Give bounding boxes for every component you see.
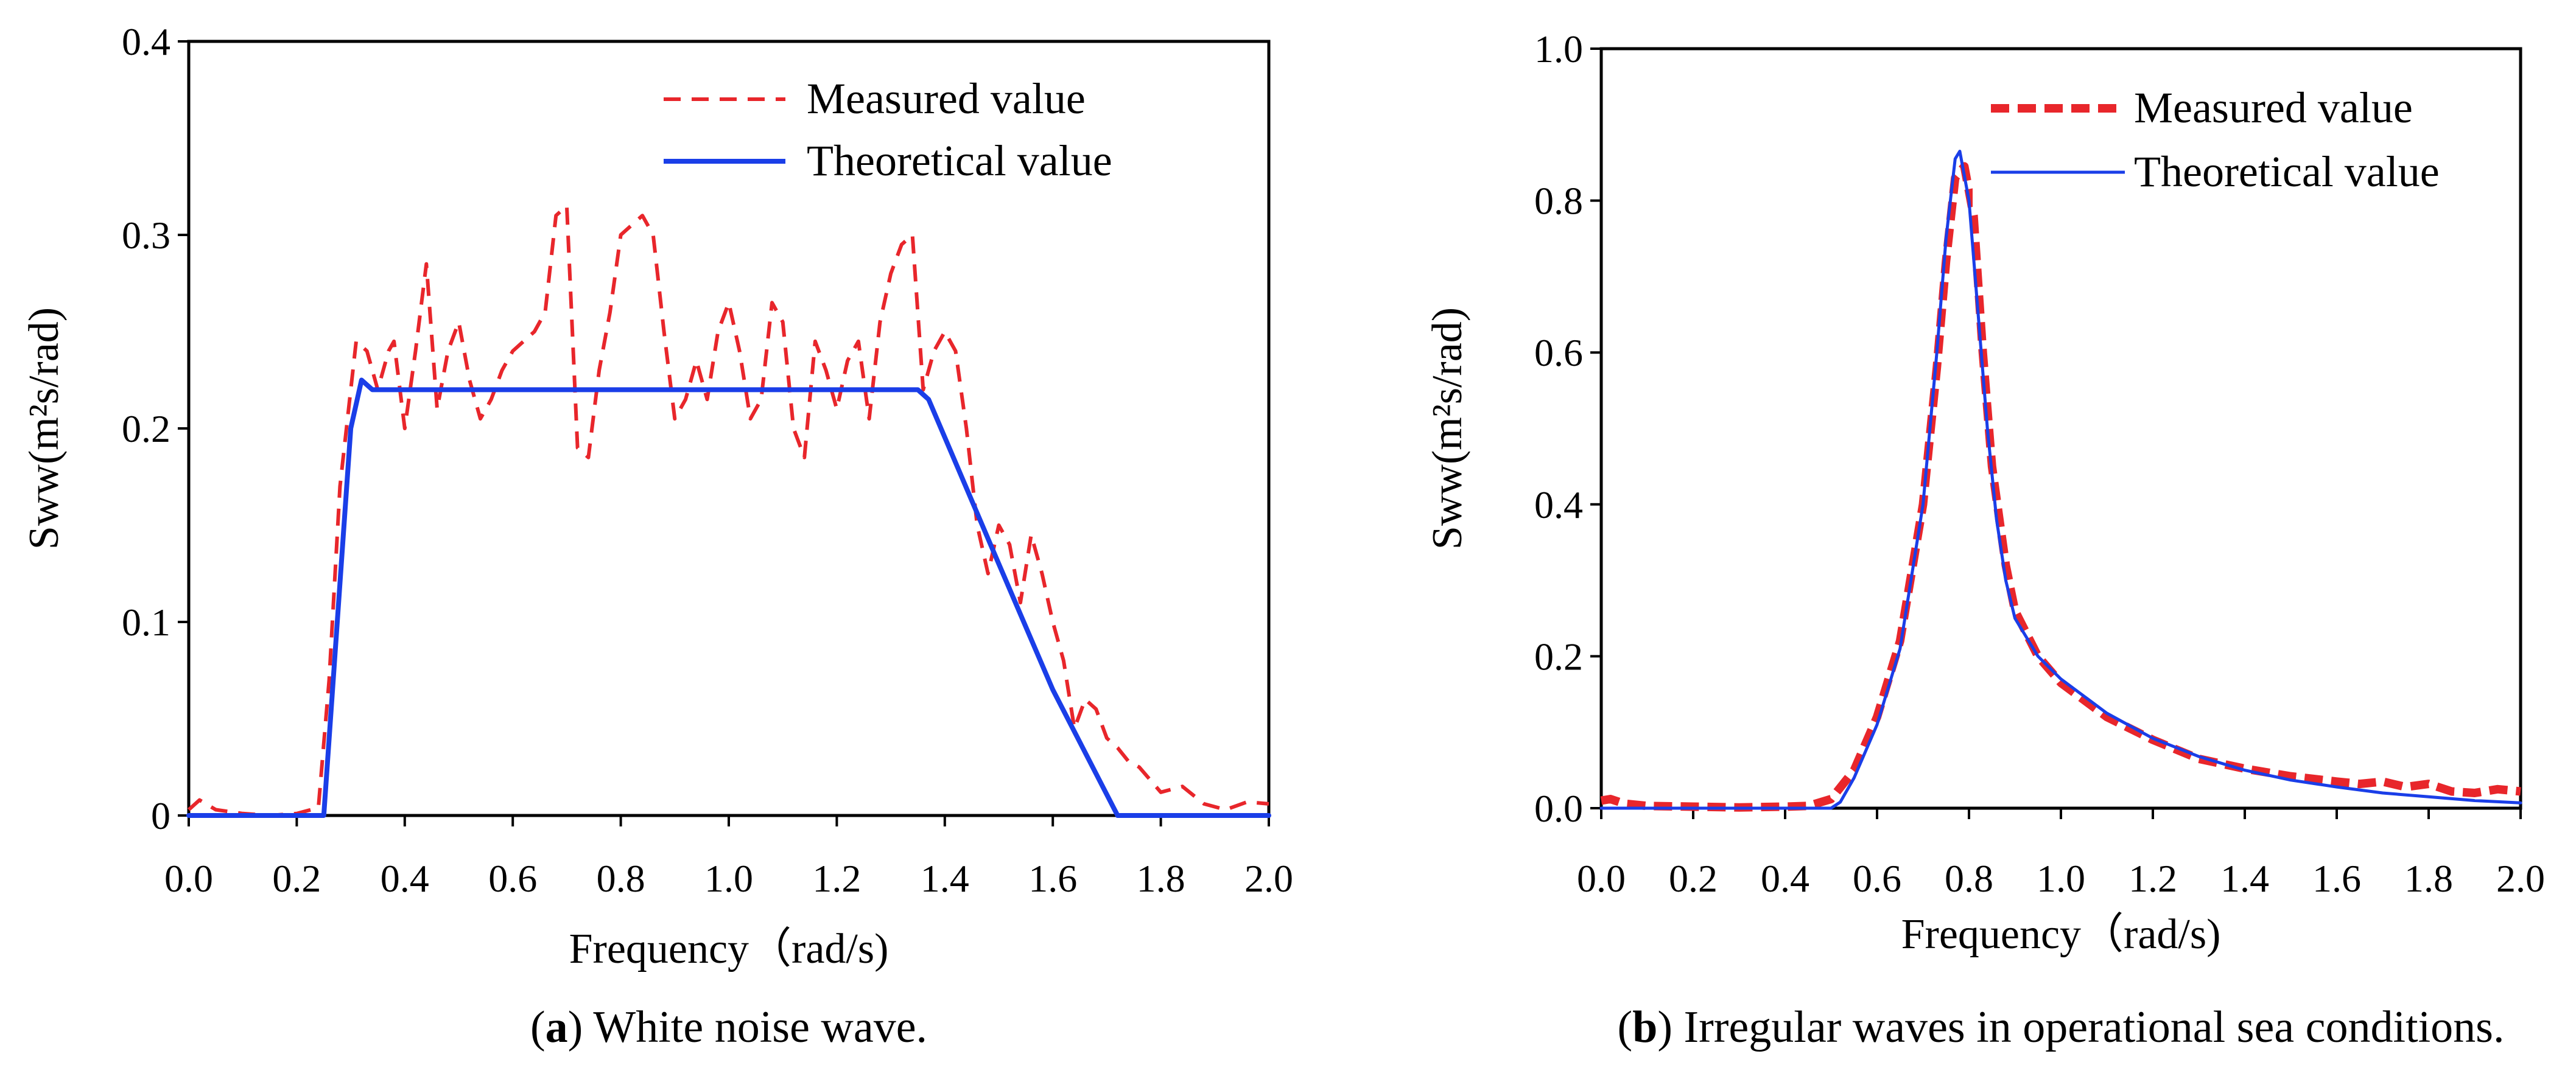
panel-a-x-tick-label: 0.4 <box>381 857 429 900</box>
panel-b-legend: Measured value Theoretical value <box>1973 79 2515 207</box>
panel-a-x-tick-label: 1.4 <box>921 857 969 900</box>
panel-a-x-tick-label: 1.8 <box>1137 857 1185 900</box>
panel-a-x-tick-label: 1.0 <box>704 857 753 900</box>
panel-a-x-tick-label: 0.6 <box>488 857 537 900</box>
panel-a-white-noise: 0 0.1 0.2 0.3 0.4 0.0 0.2 0.4 0.6 0.8 1.0 1.2 1.4 1.… <box>21 20 1293 1052</box>
panel-b-y-tick-label: 1.0 <box>1534 27 1583 71</box>
panel-b-x-ticks: 0.0 0.2 0.4 0.6 0.8 1.0 1.2 1.4 1.6 1.8 2.0 <box>1577 808 2545 900</box>
panel-b-y-ticks: 0.0 0.2 0.4 0.6 0.8 1.0 <box>1534 27 1601 830</box>
panel-b-y-axis-title: Sww(m²s/rad) <box>1424 307 1471 550</box>
panel-a-x-tick-label: 0.0 <box>164 857 213 900</box>
panel-a-x-tick-label: 0.8 <box>597 857 645 900</box>
panel-b-y-tick-label: 0.6 <box>1534 331 1583 374</box>
panel-a-legend-box <box>639 72 1212 194</box>
panel-a-caption-letter: a <box>546 1002 568 1052</box>
panel-a-series-measured-value <box>187 204 1269 817</box>
panel-b-x-tick-label: 0.2 <box>1669 857 1718 900</box>
panel-b-x-tick-label: 0.4 <box>1761 857 1809 900</box>
panel-a-series <box>186 204 1271 818</box>
panel-b-y-tick-label: 0.4 <box>1534 483 1583 526</box>
panel-a-y-axis-title: Sww(m²s/rad) <box>21 307 68 550</box>
panel-a-y-tick-label: 0.3 <box>122 214 170 257</box>
panel-b-x-tick-label: 1.6 <box>2312 857 2361 900</box>
panel-b-y-tick-label: 0.0 <box>1534 787 1583 830</box>
panel-a-series-theoretical-value <box>186 377 1271 818</box>
panel-b-y-tick-label: 0.2 <box>1534 635 1583 678</box>
panel-b-caption-letter: b <box>1632 1002 1657 1052</box>
panel-b-x-tick-label: 0.0 <box>1577 857 1626 900</box>
panel-b-caption-open: ( <box>1618 1002 1633 1052</box>
panel-a-y-tick-label: 0.1 <box>122 601 170 644</box>
panel-a-legend-theoretical-label: Theoretical value <box>807 136 1112 185</box>
panel-a-x-tick-label: 0.2 <box>272 857 321 900</box>
panel-a-x-tick-label: 1.6 <box>1028 857 1077 900</box>
panel-b-x-tick-label: 0.8 <box>1945 857 1993 900</box>
panel-b-x-tick-label: 1.0 <box>2037 857 2085 900</box>
panel-a-caption: (a) White noise wave. <box>530 1002 927 1052</box>
panel-a-caption-text: ) White noise wave. <box>568 1002 927 1052</box>
panel-b-series-measured-value <box>1600 162 2521 812</box>
panel-b-x-tick-label: 1.2 <box>2129 857 2177 900</box>
panel-a-legend: Measured value Theoretical value <box>639 72 1212 194</box>
panel-a-y-tick-label: 0.2 <box>122 407 170 450</box>
panel-b-caption-text: ) Irregular waves in operational sea con… <box>1657 1002 2504 1052</box>
panel-b-legend-measured-label: Measured value <box>2134 83 2413 132</box>
panel-b-legend-theoretical-label: Theoretical value <box>2134 147 2440 196</box>
panel-a-x-axis-title: Frequency（rad/s) <box>569 926 889 972</box>
panel-a-legend-measured-label: Measured value <box>807 74 1086 123</box>
panel-b-y-tick-label: 0.8 <box>1534 180 1583 223</box>
panel-b-x-tick-label: 0.6 <box>1853 857 1901 900</box>
panel-b-irregular-waves: 0.0 0.2 0.4 0.6 0.8 1.0 0.0 0.2 0.4 0.6 0.8 1.0 1.2… <box>1424 27 2545 1052</box>
panel-a-y-tick-label: 0 <box>151 794 170 837</box>
panel-b-caption: (b) Irregular waves in operational sea c… <box>1618 1002 2505 1052</box>
panel-a-y-ticks: 0 0.1 0.2 0.3 0.4 <box>122 20 189 837</box>
panel-b-x-tick-label: 1.4 <box>2220 857 2269 900</box>
panel-b-x-tick-label: 1.8 <box>2404 857 2453 900</box>
panel-b-series-theoretical-value <box>1599 150 2522 810</box>
panel-a-x-tick-label: 1.2 <box>812 857 861 900</box>
panel-a-x-ticks: 0.0 0.2 0.4 0.6 0.8 1.0 1.2 1.4 1.6 1.8 2.0 <box>164 815 1293 900</box>
panel-a-caption-open: ( <box>530 1002 546 1052</box>
panel-b-legend-box <box>1973 79 2515 207</box>
panel-b-x-tick-label: 2.0 <box>2496 857 2545 900</box>
panel-a-y-tick-label: 0.4 <box>122 20 170 63</box>
panel-b-x-axis-title: Frequency（rad/s) <box>1901 911 2221 958</box>
panel-b-series <box>1599 150 2522 812</box>
panel-a-x-tick-label: 2.0 <box>1244 857 1293 900</box>
